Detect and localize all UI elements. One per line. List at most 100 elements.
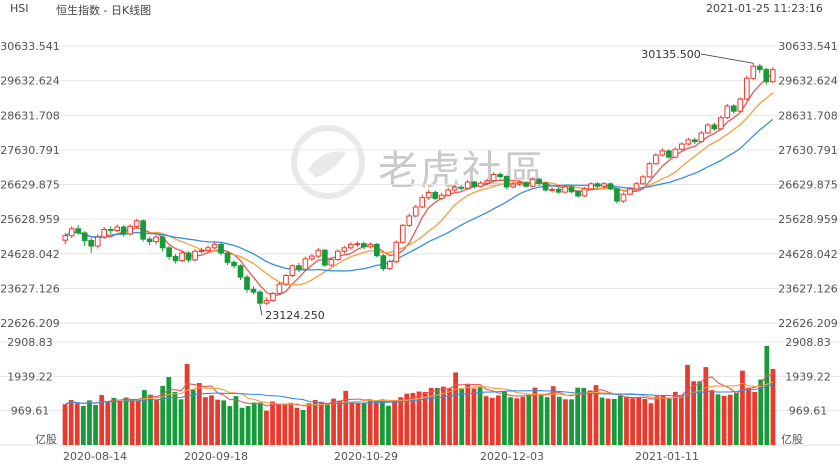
candle-down	[555, 188, 562, 193]
price-tick-left: 23627.126	[0, 282, 60, 295]
candle-up	[315, 249, 322, 257]
price-tick-right: 28631.708	[778, 109, 838, 122]
price-tick-right: 27630.791	[778, 144, 838, 157]
symbol-label: HSI	[10, 2, 29, 15]
price-tick-left: 26629.875	[0, 179, 60, 192]
candle-up	[717, 117, 724, 130]
candle-down	[575, 191, 581, 197]
candle-up	[588, 183, 594, 190]
volume-bar	[428, 387, 434, 445]
price-tick-left: 25628.959	[0, 213, 60, 226]
volume-bar	[764, 345, 770, 445]
candle-up	[562, 186, 568, 193]
volume-bar	[74, 403, 80, 445]
volume-bar	[532, 387, 538, 445]
volume-bar	[483, 396, 489, 445]
volume-bar	[87, 400, 92, 445]
volume-bar	[410, 392, 416, 445]
candle-down	[614, 188, 620, 202]
volume-bar	[563, 399, 568, 445]
volume-bar	[245, 406, 251, 445]
candle-up	[510, 183, 516, 188]
volume-bar	[398, 397, 404, 445]
volume-bar	[758, 379, 764, 445]
candle-down	[360, 243, 367, 248]
candle-down	[172, 255, 179, 262]
candle-down	[185, 252, 192, 261]
candle-down	[536, 178, 542, 184]
volume-bar	[111, 397, 117, 445]
volume-unit-left: 亿股	[35, 433, 57, 446]
volume-bar	[752, 391, 758, 445]
candle-up	[68, 228, 75, 237]
volume-bar	[270, 401, 275, 445]
volume-bar	[129, 399, 135, 445]
candle-up	[94, 236, 101, 247]
volume-bar	[172, 391, 178, 445]
price-tick-right: 25628.959	[778, 213, 838, 226]
candle-down	[140, 220, 146, 240]
candle-up	[335, 250, 341, 261]
volume-bar	[215, 399, 220, 445]
low-leader-line	[259, 305, 263, 316]
price-tick-right: 22626.209	[778, 317, 838, 330]
candle-down	[250, 288, 257, 293]
moving-average-lines	[64, 72, 774, 297]
candle-up	[750, 65, 757, 79]
volume-bar	[679, 395, 684, 445]
grid-lines	[0, 45, 840, 446]
candle-up	[620, 193, 627, 202]
candle-up	[685, 139, 692, 145]
candle-up	[627, 188, 633, 195]
candle-down	[503, 176, 510, 188]
chart-title: 恒生指数 - 日K线图	[56, 4, 152, 17]
volume-bar	[581, 387, 587, 445]
ma10-line	[64, 92, 774, 286]
candle-up	[581, 188, 588, 197]
volume-bar	[727, 394, 733, 445]
volume-bar	[703, 367, 709, 445]
candle-up	[477, 182, 484, 187]
candle-down	[711, 124, 718, 130]
volume-bar	[380, 399, 385, 445]
volume-tick-right: 1939.22	[785, 370, 831, 383]
candle-down	[237, 265, 244, 278]
volume-bar	[666, 398, 672, 445]
volume-bar	[343, 390, 349, 445]
candle-up	[309, 255, 315, 260]
volume-bar	[648, 403, 654, 445]
volume-bar	[148, 394, 153, 445]
price-tick-left: 22626.209	[0, 317, 60, 330]
volume-bar	[502, 391, 507, 445]
candle-up	[549, 188, 555, 191]
price-tick-left: 29632.624	[0, 75, 60, 88]
volume-bar	[685, 364, 690, 445]
candle-down	[730, 105, 737, 112]
candle-up	[737, 98, 744, 112]
candle-up	[425, 191, 432, 199]
volume-bar	[276, 404, 282, 445]
price-annotations: 30135.500 23124.250	[259, 48, 754, 322]
timestamp: 2021-01-25 11:23:16	[706, 2, 823, 15]
candle-down	[380, 255, 387, 270]
volume-unit-right: 亿股	[781, 433, 803, 446]
volume-bar	[508, 397, 513, 445]
volume-ma10-line	[64, 381, 774, 406]
candle-down	[231, 261, 237, 267]
volume-bar	[361, 403, 367, 445]
volume-bar	[68, 400, 74, 445]
volume-bar	[233, 396, 239, 445]
volume-bars	[62, 345, 776, 445]
volume-bar	[373, 400, 379, 445]
volume-bar	[624, 396, 629, 445]
volume-bar	[672, 391, 678, 445]
volume-bar	[80, 406, 86, 445]
volume-bar	[123, 397, 129, 445]
candle-up	[393, 241, 400, 263]
candle-down	[146, 238, 153, 243]
volume-bar	[453, 372, 458, 445]
candle-up	[698, 132, 705, 143]
volume-bar	[325, 404, 330, 445]
volume-bar	[459, 389, 465, 445]
